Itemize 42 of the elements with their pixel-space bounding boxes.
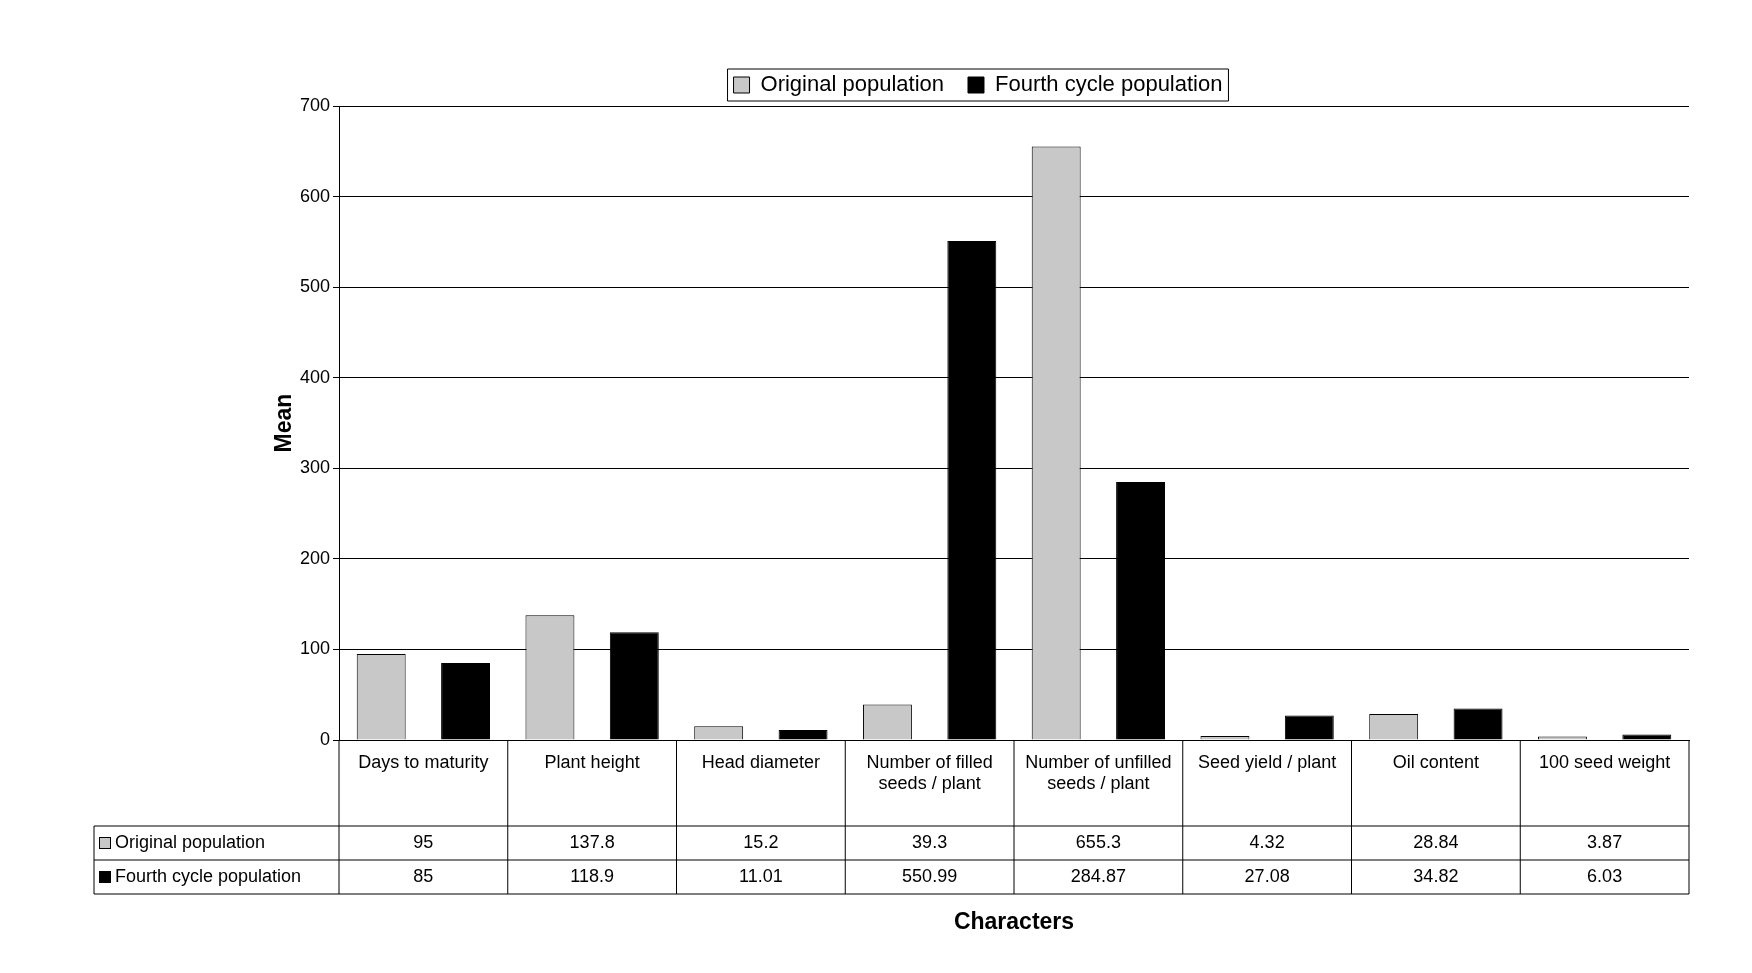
- y-tick-label: 300: [299, 457, 330, 478]
- data-label: 27.08: [1244, 865, 1290, 886]
- data-label: 137.8: [569, 831, 615, 852]
- bar: [778, 730, 828, 740]
- data-label: 39.3: [912, 831, 948, 852]
- data-label: 118.9: [570, 865, 614, 886]
- data-label: 6.03: [1587, 865, 1623, 886]
- data-label: 28.84: [1413, 831, 1459, 852]
- y-tick-label: 200: [299, 547, 330, 568]
- y-tick-label: 500: [299, 276, 330, 297]
- bar: [1453, 708, 1503, 740]
- x-tick-label: Plant height: [544, 751, 640, 772]
- x-tick-label: Days to maturity: [358, 751, 489, 772]
- x-tick-label: Seed yield / plant: [1198, 751, 1337, 772]
- text: Original population: [115, 831, 266, 852]
- legend-label: Original population: [760, 71, 945, 97]
- x-tick-label: Oil content: [1392, 751, 1479, 772]
- data-label: 85: [413, 865, 434, 886]
- bar: [1284, 715, 1334, 740]
- legend-label: Fourth cycle population: [994, 71, 1223, 97]
- y-tick-label: 600: [299, 185, 330, 206]
- x-tick-label: 100 seed weight: [1539, 751, 1671, 772]
- data-label: 3.87: [1587, 831, 1623, 852]
- bar: [441, 663, 491, 740]
- text: Fourth cycle population: [115, 865, 302, 886]
- y-tick-label: 400: [299, 366, 330, 387]
- x-tick-label: Head diameter: [701, 751, 820, 772]
- data-label: 655.3: [1075, 831, 1121, 852]
- y-tick-label: 0: [319, 728, 330, 749]
- data-label: 284.87: [1070, 865, 1126, 886]
- data-label: 11.01: [739, 865, 783, 886]
- x-tick-label: Number of unfilled seeds / plant: [1025, 751, 1172, 794]
- x-tick-label: Number of filled seeds / plant: [866, 751, 993, 794]
- y-tick-label: 700: [299, 94, 330, 115]
- data-label: 550.99: [902, 865, 958, 886]
- x-axis-title: Characters: [953, 907, 1075, 934]
- data-label: 34.82: [1413, 865, 1459, 886]
- y-axis-title: Mean: [270, 393, 297, 453]
- data-label: 4.32: [1249, 831, 1285, 852]
- y-tick-label: 100: [299, 638, 330, 659]
- data-label: 95: [413, 831, 434, 852]
- data-label: 15.2: [743, 831, 779, 852]
